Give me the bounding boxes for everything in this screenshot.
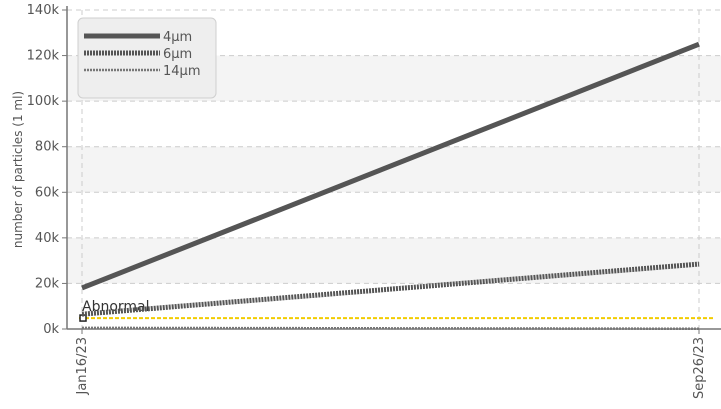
y-tick-label: 80k: [35, 140, 60, 155]
background-band: [67, 237, 721, 284]
x-tick-labels: Jan16/23 Sep26/23: [75, 337, 707, 399]
y-tick-label: 140k: [27, 3, 60, 18]
legend-label-2[interactable]: 6μm: [163, 47, 192, 62]
y-axis-title: number of particles (1 ml): [11, 91, 25, 248]
threshold-label: Abnormal: [82, 299, 150, 315]
background-band: [67, 146, 721, 193]
legend-label-1[interactable]: 4μm: [163, 30, 192, 45]
y-tick-label: 20k: [35, 276, 60, 291]
legend-label-3[interactable]: 14μm: [163, 64, 200, 79]
series-line-2: [81, 261, 700, 317]
axes-group: [62, 6, 721, 334]
y-tick-label: 0k: [43, 322, 59, 337]
y-tick-label: 60k: [35, 185, 60, 200]
y-tick-label: 100k: [27, 94, 60, 109]
y-tick-label: 120k: [27, 49, 60, 64]
legend-box: [77, 17, 217, 99]
series-line-1: [81, 41, 700, 291]
y-tick-labels: 0k 20k 40k 60k 80k 100k 120k 140k: [27, 3, 60, 337]
x-tick-label: Sep26/23: [692, 337, 707, 399]
y-tick-label: 40k: [35, 231, 60, 246]
legend[interactable]: 4μm 6μm 14μm: [77, 17, 217, 99]
x-tick-label: Jan16/23: [75, 337, 90, 396]
threshold-group: Abnormal: [79, 299, 714, 322]
